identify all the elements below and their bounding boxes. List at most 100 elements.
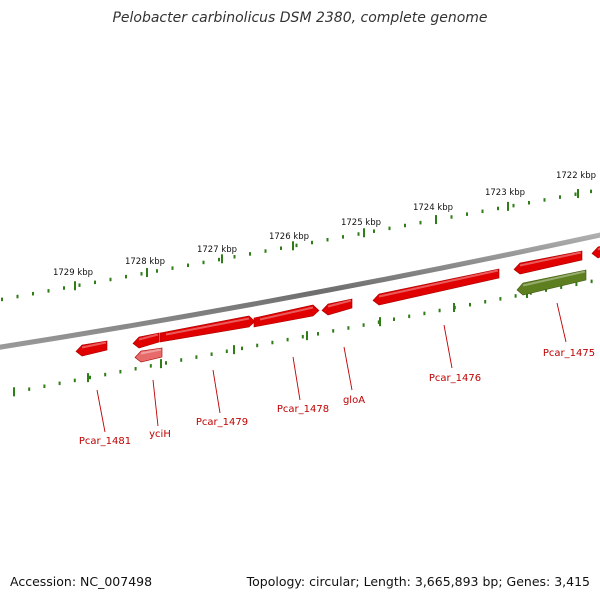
scale-minor-tick	[165, 361, 167, 365]
scale-label: 1724 kbp	[413, 203, 453, 213]
scale-major-tick	[146, 268, 148, 278]
scale-major-tick	[306, 331, 308, 341]
scale-minor-tick	[249, 252, 251, 256]
gene-arrow-gloA[interactable]	[321, 298, 353, 316]
scale-minor-tick	[404, 223, 406, 228]
scale-minor-tick	[466, 212, 468, 216]
scale-minor-tick	[286, 337, 289, 342]
scale-minor-tick	[94, 280, 96, 285]
scale-minor-tick	[58, 381, 61, 386]
scale-label: 1729 kbp	[53, 268, 93, 278]
scale-minor-tick	[280, 246, 282, 250]
scale-minor-tick	[423, 311, 426, 316]
scale-minor-tick	[326, 237, 329, 242]
scale-minor-tick	[514, 294, 517, 298]
scale-minor-tick	[484, 300, 487, 304]
gene-label-Pcar_1481[interactable]: Pcar_1481	[79, 436, 131, 447]
gene-arrow-Pcar_1481[interactable]	[75, 340, 108, 357]
gene-label-gloA[interactable]: gloA	[343, 395, 365, 406]
scale-minor-tick	[225, 349, 228, 354]
scale-minor-tick	[78, 283, 81, 287]
gene-arrow-yciH-pseudo[interactable]	[134, 347, 163, 363]
scale-minor-tick	[202, 260, 205, 265]
scale-minor-tick	[388, 226, 391, 231]
scale-minor-tick	[590, 189, 592, 194]
scale-minor-tick	[575, 282, 578, 287]
scale-major-tick	[435, 215, 437, 225]
scale-major-tick	[74, 281, 76, 291]
scale-label: 1726 kbp	[269, 232, 309, 242]
scale-label: 1728 kbp	[125, 257, 165, 267]
gene-arrow-Pcar_1478[interactable]	[253, 304, 320, 328]
gene-leader-line	[152, 379, 159, 427]
scale-minor-tick	[140, 272, 143, 276]
gene-label-Pcar_1478[interactable]: Pcar_1478	[277, 404, 329, 415]
outer-scale-ticks	[1, 189, 592, 302]
gene-arrow-Pcar_1479[interactable]	[159, 315, 256, 343]
gene-leader-line	[96, 389, 106, 433]
gene-arrow-Pcar_1475-feature[interactable]	[516, 269, 587, 296]
scale-minor-tick	[419, 220, 422, 225]
scale-minor-tick	[469, 302, 471, 307]
gene-arrow-yciH[interactable]	[132, 332, 160, 349]
scale-minor-tick	[362, 323, 365, 327]
scale-minor-tick	[317, 332, 319, 336]
scale-minor-tick	[43, 384, 46, 388]
scale-minor-tick	[342, 235, 344, 239]
scale-minor-tick	[438, 308, 441, 313]
genome-backbone	[0, 232, 600, 350]
gene-arrow-Pcar_1475[interactable]	[513, 250, 583, 275]
gene-leader-line	[212, 369, 221, 414]
scale-minor-tick	[528, 201, 530, 205]
gene-leader-line	[443, 324, 453, 369]
gene-labels: Pcar_1481 yciH Pcar_1479 Pcar_1478 gloA Pcar_…	[79, 302, 595, 447]
gene-label-Pcar_1479[interactable]: Pcar_1479	[196, 417, 248, 428]
scale-label: 1727 kbp	[197, 245, 237, 255]
scale-major-tick	[87, 373, 89, 383]
scale-minor-tick	[311, 240, 313, 245]
gene-arrow-Pcar_1476[interactable]	[372, 268, 500, 306]
scale-minor-tick	[125, 274, 127, 279]
scale-minor-tick	[104, 372, 107, 377]
scale-minor-tick	[241, 346, 243, 351]
scale-minor-tick	[1, 297, 3, 302]
scale-minor-tick	[590, 279, 593, 284]
scale-major-tick	[379, 317, 381, 327]
scale-minor-tick	[156, 269, 158, 273]
scale-major-tick	[292, 241, 294, 251]
gene-label-yciH[interactable]: yciH	[149, 429, 171, 440]
scale-minor-tick	[347, 326, 350, 330]
gene-label-Pcar_1476[interactable]: Pcar_1476	[429, 373, 481, 384]
scale-minor-tick	[357, 232, 360, 236]
gene-leader-line	[343, 346, 353, 391]
scale-minor-tick	[187, 263, 189, 268]
scale-label: 1725 kbp	[341, 218, 381, 228]
scale-major-tick	[577, 189, 579, 199]
scale-minor-tick	[109, 277, 112, 282]
scale-major-tick	[453, 302, 455, 312]
scale-minor-tick	[377, 320, 380, 324]
scale-minor-tick	[134, 367, 137, 371]
scale-minor-tick	[373, 229, 375, 233]
scale-minor-tick	[256, 343, 259, 348]
scale-major-tick	[233, 345, 235, 355]
scale-label: 1722 kbp	[556, 171, 596, 181]
scale-minor-tick	[149, 364, 152, 368]
scale-minor-tick	[119, 369, 122, 374]
gene-leader-line	[292, 356, 301, 401]
scale-minor-tick	[32, 291, 34, 296]
scale-minor-tick	[332, 329, 335, 333]
scale-major-tick	[221, 254, 223, 264]
gene-arrow-edge-gene[interactable]	[591, 244, 600, 259]
scale-minor-tick	[271, 340, 274, 345]
scale-major-tick	[160, 359, 162, 369]
scale-minor-tick	[233, 255, 236, 259]
scale-minor-tick	[499, 297, 502, 301]
scale-major-tick	[13, 387, 15, 397]
scale-minor-tick	[450, 215, 453, 219]
scale-minor-tick	[264, 249, 267, 253]
scale-minor-tick	[73, 378, 76, 383]
gene-label-Pcar_1475[interactable]: Pcar_1475	[543, 348, 595, 359]
